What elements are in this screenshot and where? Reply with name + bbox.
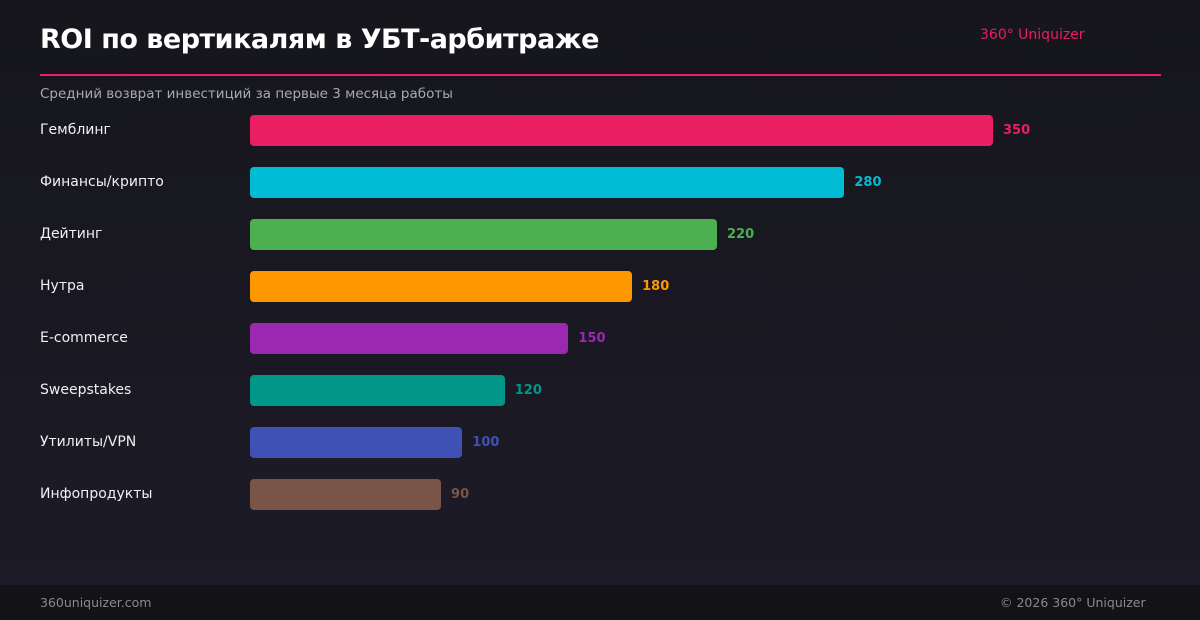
bar bbox=[250, 271, 633, 302]
bar bbox=[250, 375, 505, 406]
header-divider bbox=[40, 74, 1161, 76]
footer-site: 360uniquizer.com bbox=[40, 595, 152, 610]
value-label: 180 bbox=[642, 279, 670, 294]
category-label: Утилиты/VPN bbox=[40, 434, 137, 450]
value-label: 150 bbox=[578, 331, 606, 346]
brand-label: 360° Uniquizer bbox=[980, 27, 1085, 43]
value-label: 120 bbox=[514, 383, 542, 398]
bar bbox=[250, 323, 569, 354]
value-label: 350 bbox=[1003, 123, 1031, 138]
value-label: 100 bbox=[472, 435, 500, 450]
category-label: E-commerce bbox=[40, 330, 128, 346]
category-label: Гемблинг bbox=[40, 122, 111, 138]
category-label: Инфопродукты bbox=[40, 486, 153, 502]
category-label: Sweepstakes bbox=[40, 382, 132, 398]
bar bbox=[250, 219, 718, 250]
bar bbox=[250, 167, 845, 198]
category-label: Нутра bbox=[40, 278, 85, 294]
bar bbox=[250, 115, 993, 146]
value-label: 90 bbox=[451, 487, 470, 502]
category-label: Дейтинг bbox=[40, 226, 103, 242]
footer: 360uniquizer.com © 2026 360° Uniquizer bbox=[0, 585, 1200, 620]
value-label: 220 bbox=[727, 227, 755, 242]
bar bbox=[250, 427, 463, 458]
bar-chart: Гемблинг 350 Финансы/крипто 280 Дейтинг 220 Ну… bbox=[40, 115, 1031, 510]
bar bbox=[250, 479, 442, 510]
chart-title: ROI по вертикалям в УБТ-арбитраже bbox=[40, 24, 599, 55]
category-label: Финансы/крипто bbox=[40, 174, 164, 190]
chart-subtitle: Средний возврат инвестиций за первые 3 м… bbox=[40, 86, 453, 102]
value-label: 280 bbox=[854, 175, 882, 190]
footer-copyright: © 2026 360° Uniquizer bbox=[1000, 595, 1146, 610]
